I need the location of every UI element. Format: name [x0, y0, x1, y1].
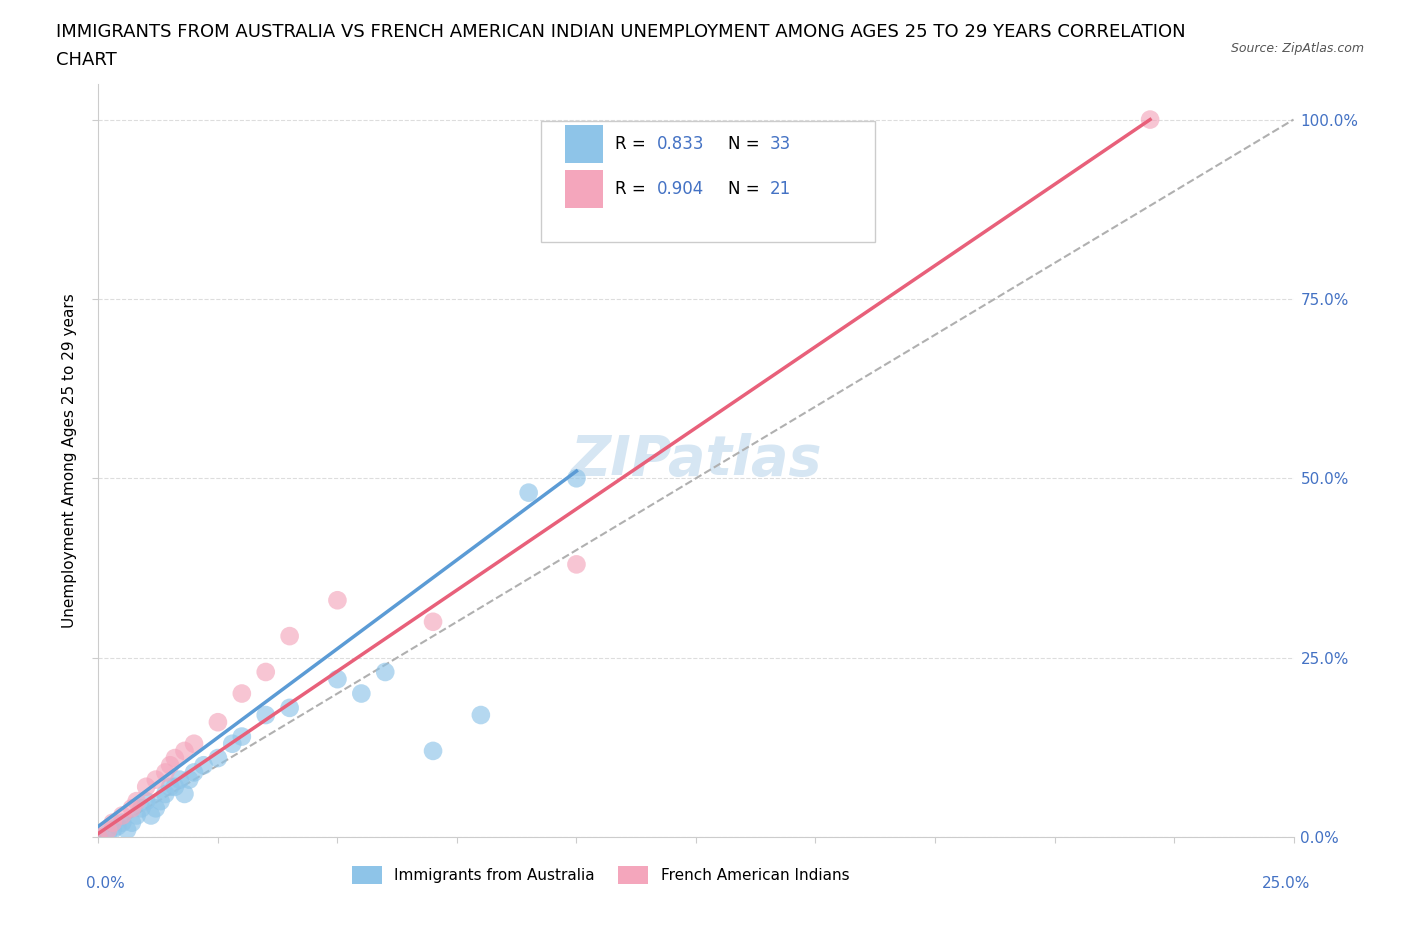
Text: 33: 33: [770, 135, 792, 153]
Point: [231, 686, 253, 701]
Y-axis label: Unemployment Among Ages 25 to 29 years: Unemployment Among Ages 25 to 29 years: [62, 293, 77, 628]
Point: [173, 743, 195, 758]
Point: [179, 772, 201, 787]
Point: [163, 751, 186, 765]
Point: [111, 816, 134, 830]
Point: [121, 816, 143, 830]
Point: [115, 822, 138, 837]
Text: Source: ZipAtlas.com: Source: ZipAtlas.com: [1230, 42, 1364, 55]
Point: [97, 822, 120, 837]
Point: [111, 808, 134, 823]
Point: [163, 779, 186, 794]
Point: [1139, 113, 1161, 127]
Point: [125, 793, 148, 808]
Point: [221, 737, 243, 751]
FancyBboxPatch shape: [565, 170, 603, 208]
Point: [254, 708, 277, 723]
Point: [207, 751, 229, 765]
Point: [145, 772, 167, 787]
Point: [193, 758, 215, 773]
Point: [121, 801, 143, 816]
Point: [87, 830, 110, 844]
Point: [422, 743, 444, 758]
Point: [173, 787, 195, 802]
Point: [159, 758, 181, 773]
Point: [135, 793, 157, 808]
Point: [350, 686, 373, 701]
Point: [159, 779, 181, 794]
Point: [183, 765, 205, 780]
Point: [101, 822, 124, 837]
Text: N =: N =: [728, 135, 765, 153]
Point: [107, 818, 129, 833]
Text: ZIPatlas: ZIPatlas: [571, 433, 821, 487]
Text: 0.904: 0.904: [657, 180, 704, 198]
Point: [97, 826, 120, 841]
Point: [374, 665, 396, 680]
Text: IMMIGRANTS FROM AUSTRALIA VS FRENCH AMERICAN INDIAN UNEMPLOYMENT AMONG AGES 25 T: IMMIGRANTS FROM AUSTRALIA VS FRENCH AMER…: [56, 23, 1185, 41]
Point: [254, 665, 277, 680]
Text: R =: R =: [614, 180, 651, 198]
Point: [155, 787, 177, 802]
Point: [149, 793, 172, 808]
Text: R =: R =: [614, 135, 651, 153]
Text: 0.0%: 0.0%: [86, 876, 125, 891]
Point: [169, 772, 191, 787]
Point: [101, 816, 124, 830]
Point: [125, 808, 148, 823]
Point: [145, 801, 167, 816]
Point: [207, 715, 229, 730]
Point: [278, 700, 301, 715]
Text: 0.833: 0.833: [657, 135, 704, 153]
Point: [326, 671, 349, 686]
Point: [183, 737, 205, 751]
Point: [517, 485, 540, 500]
Legend: Immigrants from Australia, French American Indians: Immigrants from Australia, French Americ…: [346, 859, 855, 890]
Text: N =: N =: [728, 180, 765, 198]
Text: CHART: CHART: [56, 51, 117, 69]
Point: [135, 779, 157, 794]
Point: [231, 729, 253, 744]
Point: [139, 808, 162, 823]
Point: [131, 801, 153, 816]
Point: [470, 708, 492, 723]
FancyBboxPatch shape: [541, 121, 876, 242]
FancyBboxPatch shape: [565, 126, 603, 163]
Point: [278, 629, 301, 644]
Point: [326, 592, 349, 607]
Text: 25.0%: 25.0%: [1263, 876, 1310, 891]
Point: [87, 830, 110, 844]
Point: [155, 765, 177, 780]
Text: 21: 21: [770, 180, 792, 198]
Point: [565, 557, 588, 572]
Point: [422, 615, 444, 630]
Point: [565, 471, 588, 485]
